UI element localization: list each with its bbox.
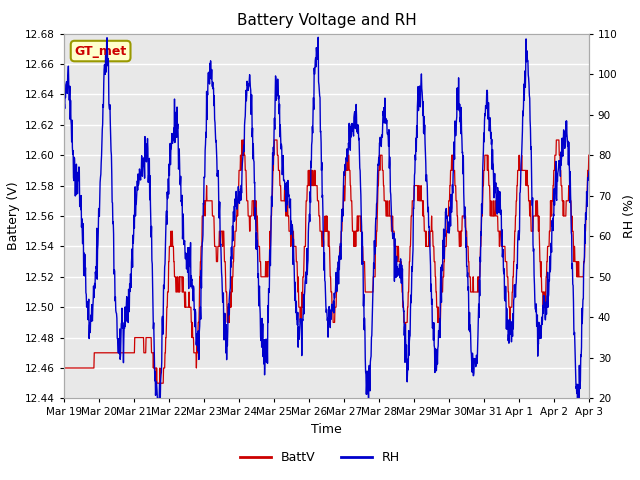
Legend: BattV, RH: BattV, RH: [235, 446, 405, 469]
BattV: [152, 380, 160, 386]
Text: GT_met: GT_met: [74, 45, 127, 58]
BattV: [585, 152, 593, 158]
Line: RH: RH: [64, 37, 589, 398]
Y-axis label: RH (%): RH (%): [623, 194, 636, 238]
BattV: [164, 289, 172, 295]
RH: [154, 396, 161, 401]
RH: [236, 189, 244, 195]
BattV: [177, 274, 185, 280]
Title: Battery Voltage and RH: Battery Voltage and RH: [237, 13, 416, 28]
X-axis label: Time: Time: [311, 423, 342, 436]
RH: [408, 268, 416, 274]
RH: [314, 35, 322, 40]
RH: [585, 168, 593, 174]
Y-axis label: Battery (V): Battery (V): [6, 182, 20, 250]
RH: [477, 229, 484, 235]
RH: [177, 199, 185, 204]
BattV: [60, 365, 68, 371]
BattV: [408, 198, 416, 204]
BattV: [524, 168, 531, 173]
RH: [164, 176, 172, 181]
Line: BattV: BattV: [64, 140, 589, 383]
BattV: [477, 243, 484, 249]
RH: [524, 53, 531, 59]
BattV: [238, 137, 246, 143]
RH: [60, 114, 68, 120]
BattV: [236, 168, 244, 173]
